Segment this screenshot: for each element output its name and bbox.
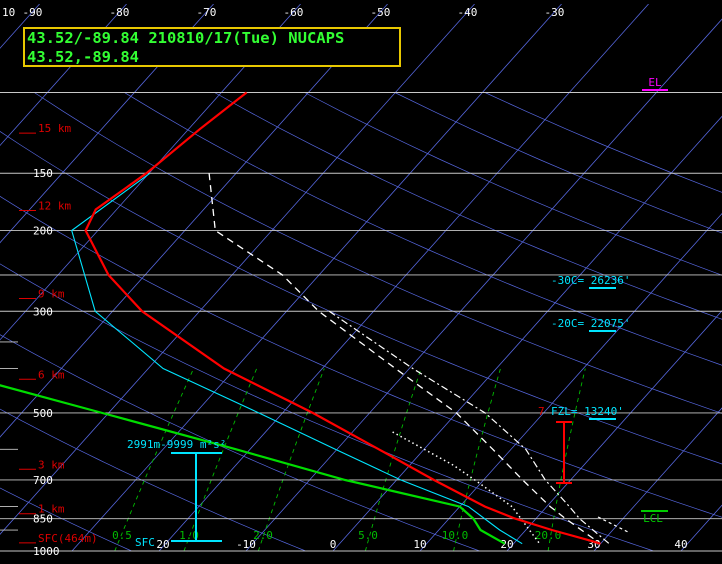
mixing-ratio-label: 2.0 [253, 529, 273, 542]
height-label: 12 km [38, 200, 71, 213]
temp-tick-label-top: -30 [544, 6, 564, 19]
seven-label: 7 [538, 405, 545, 418]
temp-tick-label-bottom: 0 [330, 538, 337, 551]
height-label: 3 km [38, 458, 65, 471]
dcape-trace [392, 431, 541, 545]
mixing-ratio-label: 20.0 [535, 529, 562, 542]
isotherm-line [245, 18, 722, 551]
info-line-1: 43.52/-89.84 210810/17(Tue) NUCAPS [27, 29, 345, 47]
temp-tick-label-top: -40 [457, 6, 477, 19]
pressure-tick-label: 300 [33, 305, 53, 318]
temp-tick-label-bottom: 10 [413, 538, 426, 551]
isotherm-line [419, 212, 722, 551]
pressure-tick-label: 700 [33, 474, 53, 487]
minus30-height-label: -30C= 26236' [551, 274, 630, 287]
pressure-tick-label: 200 [33, 225, 53, 238]
isotherm-line [158, 4, 649, 551]
dry-adiabat-line [214, 92, 722, 320]
temp-tick-label-bottom-20: 20 [156, 538, 169, 551]
sfc-label: SFC [135, 536, 155, 549]
corner-label: 10 [2, 6, 15, 19]
isotherm-line [0, 4, 127, 147]
info-line-2: 43.52,-89.84 [27, 48, 139, 66]
el-label: EL [648, 76, 662, 89]
mixing-ratio-line [257, 368, 325, 551]
pressure-tick-label: 500 [33, 407, 53, 420]
mixing-ratio-label: 10.0 [442, 529, 469, 542]
dry-adiabat-line [124, 92, 722, 366]
pressure-tick-label: 850 [33, 513, 53, 526]
minus20-height-label: -20C= 22075' [551, 317, 630, 330]
pressure-tick-label: 150 [33, 167, 53, 180]
temp-tick-label-top: -80 [109, 6, 129, 19]
mixing-ratio-line [183, 368, 258, 551]
pressure-tick-label: 1000 [33, 545, 60, 558]
isotherm-line [0, 4, 214, 244]
freezing-level-label: FZL= 13240' [551, 405, 624, 418]
mixing-ratio-line [547, 368, 586, 551]
height-label: SFC(464m) [38, 532, 98, 545]
temp-tick-label-bottom: -10 [236, 538, 256, 551]
mixing-ratio-label: 1.0 [179, 529, 199, 542]
height-label: 15 km [38, 122, 71, 135]
isotherm-line [0, 4, 388, 438]
height-label: 6 km [38, 368, 65, 381]
surface-wind-stub [597, 516, 631, 534]
height-label: 9 km [38, 288, 65, 301]
dewpoint-trace [0, 384, 506, 545]
wetbulb-trace [71, 172, 523, 545]
isotherm-line [593, 407, 722, 551]
isotherm-line [680, 504, 722, 551]
isotherm-line [71, 4, 562, 551]
temperature-trace [84, 91, 601, 545]
temp-tick-label-top: -50 [370, 6, 390, 19]
lcl-label: LCL [643, 512, 663, 525]
dry-adiabat-line [304, 92, 722, 276]
mixing-ratio-label: 5.0 [358, 529, 378, 542]
srh-layer-label: 2991m-9999 m²s² [127, 438, 226, 451]
temp-tick-label-top: -90 [22, 6, 42, 19]
temp-tick-label-bottom: 20 [500, 538, 513, 551]
parcel-trace [208, 173, 601, 545]
info-box: 43.52/-89.84 210810/17(Tue) NUCAPS 43.52… [23, 27, 401, 67]
mixing-ratio-label: 0.5 [112, 529, 132, 542]
isotherm-line [332, 115, 722, 551]
dry-adiabat-line [0, 487, 132, 551]
temp-tick-label-top: -60 [283, 6, 303, 19]
isotherm-line [506, 310, 722, 551]
virtual-parcel-trace [328, 310, 610, 545]
isotherm-line [0, 4, 475, 535]
temp-tick-label-top: -70 [196, 6, 216, 19]
temp-tick-label-bottom: 40 [674, 538, 687, 551]
height-label: 1 km [38, 503, 65, 516]
